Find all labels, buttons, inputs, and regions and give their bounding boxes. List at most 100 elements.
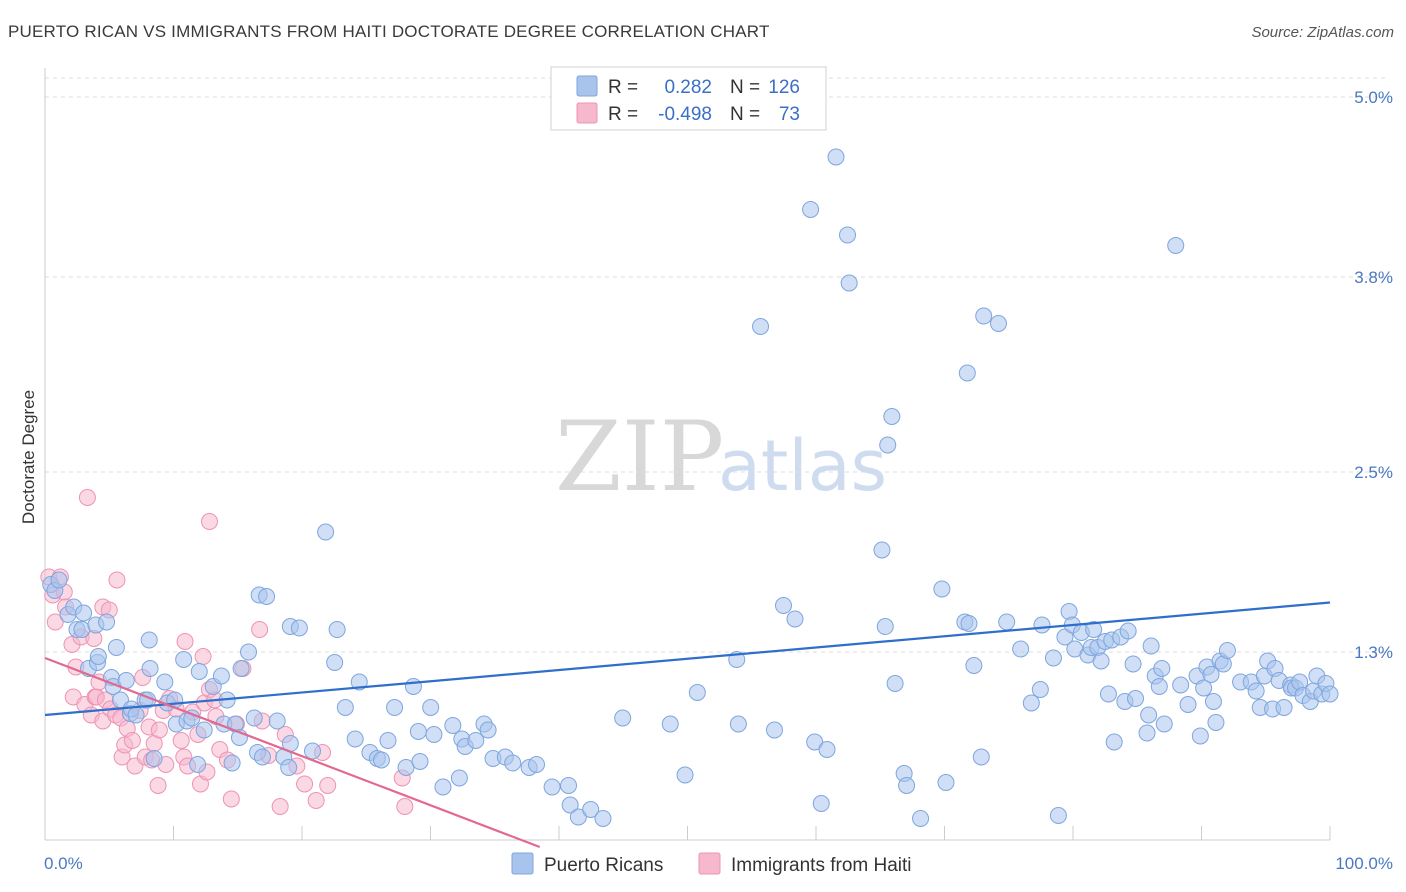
puerto-rican-point-131 — [1033, 616, 1051, 634]
haiti-point-36 — [149, 777, 167, 794]
puerto-rican-point-110 — [873, 541, 891, 559]
legend-n-label-2: N = — [730, 104, 760, 125]
puerto-rican-point-116 — [898, 777, 916, 794]
puerto-rican-point-79 — [467, 732, 485, 749]
puerto-rican-point-84 — [504, 754, 522, 772]
puerto-rican-point-106 — [818, 741, 836, 758]
puerto-rican-point-105 — [812, 795, 830, 812]
puerto-rican-point-102 — [786, 610, 804, 628]
puerto-rican-point-153 — [1138, 724, 1156, 742]
puerto-rican-point-40 — [223, 754, 241, 772]
y-axis-label: Doctorate Degree — [19, 390, 38, 524]
puerto-rican-point-150 — [1119, 622, 1137, 640]
bottom-legend-swatch-haiti — [698, 852, 721, 875]
puerto-rican-point-88 — [560, 777, 578, 794]
legend-swatch-blue — [576, 75, 598, 97]
watermark-zip: ZIP — [555, 401, 724, 513]
puerto-rican-point-98 — [729, 715, 747, 733]
puerto-rican-point-123 — [965, 657, 983, 674]
puerto-rican-point-81 — [479, 721, 497, 739]
puerto-rican-point-72 — [422, 699, 440, 716]
puerto-rican-point-30 — [175, 651, 193, 668]
puerto-rican-point-119 — [937, 774, 955, 791]
puerto-rican-point-67 — [386, 699, 404, 716]
puerto-rican-point-12 — [98, 613, 116, 631]
puerto-rican-point-75 — [444, 717, 462, 734]
puerto-rican-point-73 — [425, 726, 443, 743]
source-label: Source: ZipAtlas.com — [1251, 24, 1394, 41]
legend-r-label-1: R = — [608, 77, 638, 98]
puerto-rican-point-147 — [1105, 733, 1123, 751]
haiti-point-37 — [150, 721, 168, 739]
bottom-legend: Puerto Ricans Immigrants from Haiti — [511, 852, 912, 876]
puerto-rican-point-129 — [1022, 694, 1040, 712]
x-tick-label-1: 100.0% — [1335, 854, 1393, 873]
watermark: ZIP atlas — [555, 401, 887, 513]
puerto-rican-point-122 — [960, 615, 978, 632]
puerto-rican-point-193 — [1321, 685, 1339, 703]
puerto-rican-point-182 — [1275, 699, 1293, 716]
puerto-rican-point-20 — [127, 706, 145, 724]
watermark-atlas: atlas — [718, 425, 887, 507]
puerto-rican-point-94 — [661, 715, 679, 733]
puerto-rican-point-34 — [190, 663, 208, 680]
x-tick-label-0: 0.0% — [44, 854, 83, 873]
puerto-rican-point-128 — [1012, 640, 1030, 658]
bottom-legend-label-haiti: Immigrants from Haiti — [731, 855, 912, 876]
gridlines — [45, 77, 1385, 653]
puerto-rican-point-162 — [1179, 696, 1197, 713]
puerto-rican-point-151 — [1124, 655, 1142, 673]
x-tick-labels: 0.0% 100.0% — [44, 854, 1393, 873]
bottom-legend-label-puerto-ricans: Puerto Ricans — [544, 855, 663, 876]
y-tick-label-2: 3.8% — [1354, 268, 1393, 287]
puerto-rican-point-145 — [1099, 685, 1117, 703]
puerto-rican-point-164 — [1191, 727, 1209, 745]
y-tick-label-3: 5.0% — [1354, 88, 1393, 107]
puerto-rican-point-7 — [75, 604, 93, 622]
puerto-rican-point-108 — [839, 226, 857, 244]
puerto-rican-point-125 — [975, 307, 993, 325]
haiti-point-72 — [396, 798, 414, 815]
puerto-rican-point-49 — [258, 588, 276, 605]
trend-line-puerto-ricans — [44, 601, 1331, 717]
puerto-rican-point-130 — [1031, 681, 1049, 698]
puerto-rican-point-154 — [1140, 706, 1158, 724]
legend-r-value-1: 0.282 — [664, 77, 712, 98]
puerto-rican-point-158 — [1153, 660, 1171, 677]
haiti-point-44 — [176, 633, 194, 650]
puerto-rican-point-132 — [1044, 649, 1062, 667]
legend-r-value-2: -0.498 — [658, 104, 712, 125]
legend-swatch-pink — [576, 102, 598, 124]
puerto-rican-point-109 — [840, 274, 858, 292]
haiti-point-42 — [172, 732, 190, 749]
puerto-rican-point-152 — [1127, 690, 1145, 707]
puerto-rican-point-111 — [876, 618, 894, 635]
puerto-rican-point-76 — [450, 769, 468, 787]
haiti-point-67 — [296, 775, 314, 793]
puerto-rican-point-114 — [886, 675, 904, 692]
puerto-rican-point-117 — [912, 810, 930, 827]
haiti-point-49 — [194, 648, 212, 665]
haiti-point-2 — [46, 613, 64, 631]
puerto-rican-point-44 — [239, 643, 257, 661]
puerto-rican-point-113 — [883, 408, 901, 425]
chart-title: PUERTO RICAN VS IMMIGRANTS FROM HAITI DO… — [8, 22, 770, 41]
puerto-rican-point-50 — [268, 712, 286, 730]
haiti-point-28 — [123, 732, 141, 749]
legend-n-value-1: 126 — [768, 77, 800, 98]
puerto-rican-point-55 — [290, 619, 308, 637]
puerto-rican-point-100 — [765, 721, 783, 739]
puerto-rican-point-71 — [411, 753, 429, 770]
puerto-rican-point-37 — [212, 667, 230, 685]
puerto-rican-point-11 — [89, 648, 107, 665]
puerto-rican-point-62 — [350, 673, 368, 691]
puerto-rican-point-61 — [346, 730, 364, 748]
puerto-rican-point-90 — [569, 808, 587, 826]
puerto-rican-point-96 — [688, 684, 706, 701]
puerto-rican-point-87 — [543, 778, 561, 796]
legend-box: R = 0.282 N = 126 R = -0.498 N = 73 — [550, 66, 827, 131]
legend-n-label-1: N = — [730, 77, 760, 98]
puerto-rican-point-160 — [1167, 237, 1185, 254]
puerto-rican-point-70 — [409, 723, 427, 740]
